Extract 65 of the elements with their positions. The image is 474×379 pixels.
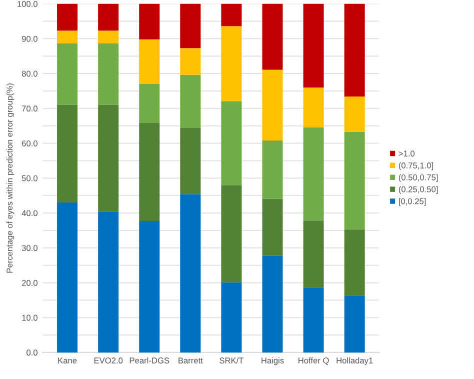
bar <box>139 39 160 84</box>
bar <box>57 202 78 352</box>
bar <box>262 70 283 140</box>
legend-label: (0.25,0.50] <box>398 186 438 194</box>
bar <box>57 44 78 105</box>
bar <box>344 229 365 296</box>
x-tick-label: SRK/T <box>220 357 244 364</box>
bar <box>303 287 324 352</box>
bar <box>221 4 242 26</box>
y-tick-label: 60.0 <box>22 140 38 146</box>
x-tick-label: Haigis <box>262 357 284 366</box>
bar <box>139 221 160 352</box>
bar <box>303 87 324 128</box>
bar <box>98 104 119 212</box>
y-tick-label: 70.0 <box>22 106 38 112</box>
bar <box>139 4 160 40</box>
bar <box>180 74 201 128</box>
bar <box>180 128 201 194</box>
y-tick-label: 90.0 <box>22 36 38 42</box>
bar <box>262 140 283 199</box>
bar <box>57 30 78 44</box>
y-tick-label: 10.0 <box>22 314 38 321</box>
bar <box>344 132 365 230</box>
bar <box>98 30 119 44</box>
bar <box>139 84 160 124</box>
bar <box>262 198 283 256</box>
bar <box>221 282 242 352</box>
x-tick-label: Pearl-DGS <box>130 357 170 364</box>
bar <box>57 4 78 31</box>
bar <box>180 4 201 48</box>
bar <box>221 26 242 102</box>
y-tick-label: 30.0 <box>22 245 38 251</box>
x-tick-label: Holladay1 <box>336 357 373 366</box>
bar <box>303 220 324 288</box>
bar <box>139 123 160 222</box>
y-tick-label: 80.0 <box>22 70 38 77</box>
x-tick-label: Hoffer Q <box>298 357 329 365</box>
bar <box>262 256 283 352</box>
legend-label: [0,0.25] <box>398 198 426 206</box>
y-tick-label: 20.0 <box>22 280 38 286</box>
bar <box>180 194 201 352</box>
bar <box>98 44 119 105</box>
bar <box>180 48 201 75</box>
legend-label: (0.75,1.0] <box>398 162 434 170</box>
x-tick-label: Barrett <box>178 358 203 364</box>
y-tick-label: 0.0 <box>26 350 38 356</box>
bar <box>98 212 119 352</box>
bar <box>344 96 365 132</box>
bar <box>98 4 119 31</box>
x-tick-label: Kane <box>58 358 77 364</box>
legend-label: (0.50,0.75] <box>398 174 438 182</box>
bar <box>262 4 283 70</box>
x-tick-label: EVO2.0 <box>94 358 123 364</box>
bar <box>344 295 365 352</box>
y-tick-label: 100.0 <box>18 0 38 7</box>
bar <box>344 4 365 97</box>
legend-label: >1.0 <box>398 150 415 156</box>
y-tick-label: 40.0 <box>22 210 38 216</box>
bar <box>221 185 242 282</box>
y-tick-label: 50.0 <box>22 175 38 182</box>
bar <box>303 127 324 221</box>
bar <box>57 104 78 203</box>
bar <box>221 101 242 186</box>
y-axis-title: Percentage of eyes within prediction error group(%) <box>6 83 14 273</box>
bar <box>303 4 324 88</box>
